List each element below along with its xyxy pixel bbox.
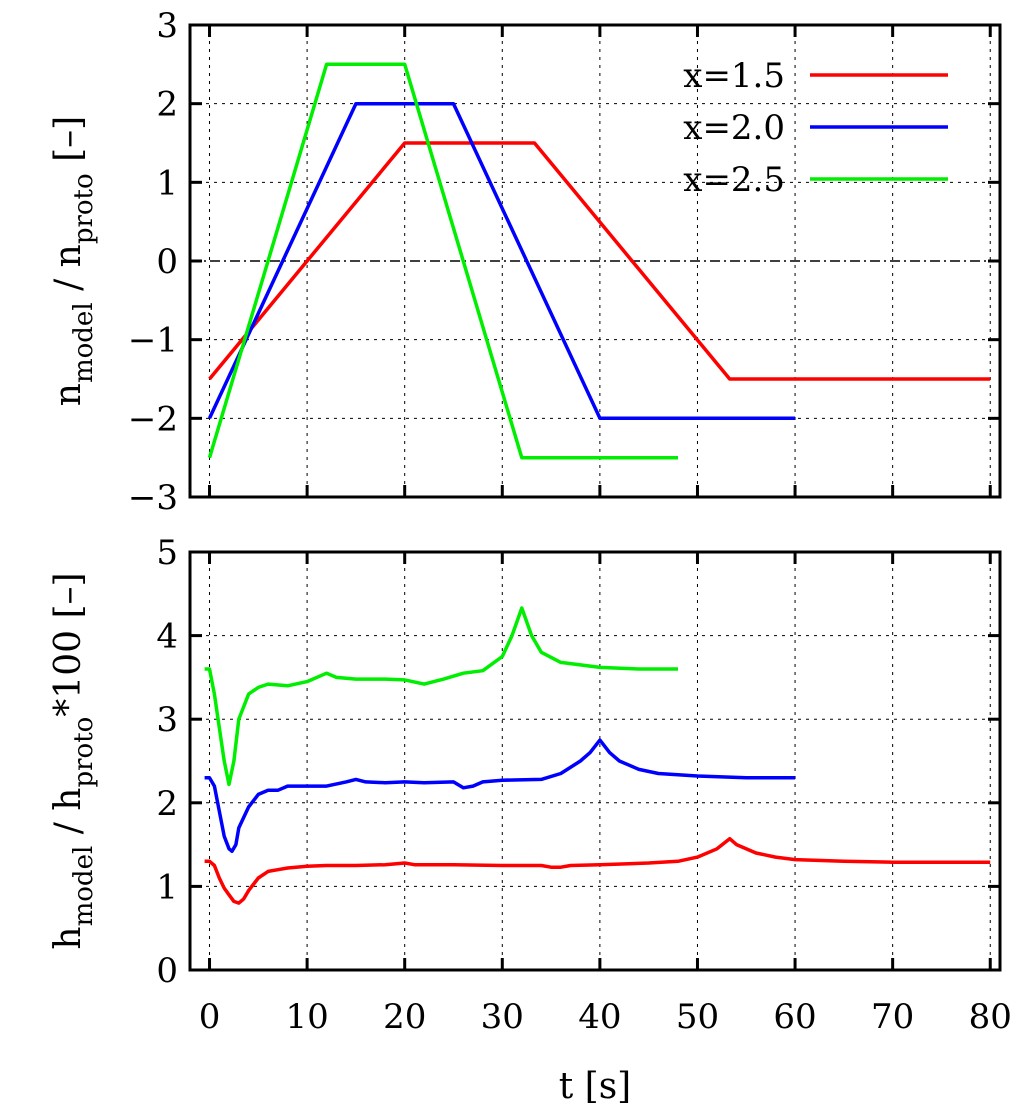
x-tick-label-30: 30: [481, 997, 524, 1037]
y-tick-label-4: 4: [156, 617, 178, 657]
top-y-tick-labels: 3 2 1 0 −1 −2 −3: [128, 6, 178, 518]
x-tick-label-50: 50: [676, 997, 719, 1037]
x-tick-label-0: 0: [199, 997, 221, 1037]
top-series-line-x-2-5: [207, 62, 678, 460]
y-tick-label-2: 2: [156, 85, 178, 125]
x-tick-labels: 0 10 20 30 40 50 60 70 80: [199, 997, 1012, 1037]
y-tick-label--3: −3: [128, 478, 178, 518]
bot-series-line-x-2-0: [204, 738, 796, 854]
y-tick-label--2: −2: [128, 399, 178, 439]
legend-label-x-2-5: x=2.5: [683, 160, 785, 200]
bot-series-line-x-1-5: [204, 836, 991, 905]
top-series-line-x-1-5: [208, 141, 991, 381]
bottom-grid: [190, 551, 1000, 971]
x-tick-label-40: 40: [578, 997, 621, 1037]
legend: x=1.5 x=2.0 x=2.5: [683, 56, 948, 200]
bot-series-line-x-2-5: [204, 606, 678, 787]
y-tick-label-1: 1: [156, 163, 178, 203]
x-tick-label-60: 60: [773, 997, 816, 1037]
panel-top-rotation-rate: 3 2 1 0 −1 −2 −3 nmodel / nproto [–] x=1.5 x=2.…: [48, 6, 1002, 518]
legend-label-x-2-0: x=2.0: [683, 108, 785, 148]
bottom-plot-frame: [188, 550, 1002, 972]
y-tick-label-2: 2: [156, 784, 178, 824]
bottom-y-tick-labels: 5 4 3 2 1 0: [156, 533, 178, 991]
y-tick-label-3: 3: [156, 700, 178, 740]
x-tick-label-80: 80: [969, 997, 1012, 1037]
bottom-series-group: [204, 606, 991, 905]
bottom-y-axis-label: hmodel / hproto*100 [–]: [48, 572, 99, 949]
y-tick-label-1: 1: [156, 867, 178, 907]
y-tick-label-3: 3: [156, 6, 178, 46]
top-ticks: [190, 23, 1000, 499]
x-tick-label-70: 70: [871, 997, 914, 1037]
legend-label-x-1-5: x=1.5: [683, 56, 785, 96]
y-tick-label--1: −1: [128, 321, 178, 361]
y-tick-label-0: 0: [156, 951, 178, 991]
top-y-axis-label: nmodel / nproto [–]: [48, 116, 99, 406]
top-series-line-x-2-0: [207, 101, 796, 421]
bottom-ticks: [190, 550, 1000, 972]
x-tick-label-10: 10: [285, 997, 328, 1037]
y-tick-label-0: 0: [156, 242, 178, 282]
x-axis-label: t [s]: [559, 1066, 631, 1107]
y-tick-label-5: 5: [156, 533, 178, 573]
top-series-group: [207, 62, 991, 460]
x-tick-label-20: 20: [383, 997, 426, 1037]
